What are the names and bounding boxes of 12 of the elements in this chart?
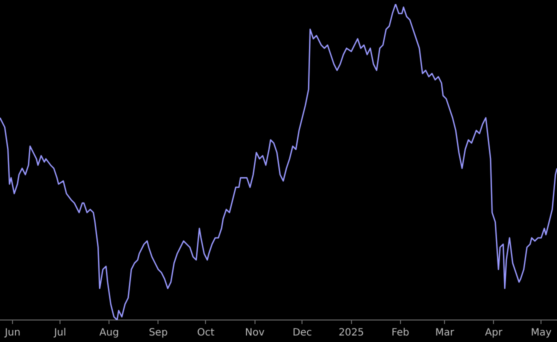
x-tick-label: Jul [53,328,66,339]
x-tick-label: Feb [391,328,410,339]
x-tick-label: Jun [4,328,20,339]
x-tick-label: Oct [197,328,214,339]
x-tick-label: May [530,328,552,339]
x-tick-label: Mar [435,328,455,339]
x-tick-label: Apr [485,328,504,339]
x-tick-label: Nov [245,328,265,339]
x-tick-label: Sep [148,328,168,339]
x-tick-label: Dec [292,328,312,339]
x-tick-label: Aug [99,328,119,339]
x-tick-label: 2025 [338,328,364,339]
